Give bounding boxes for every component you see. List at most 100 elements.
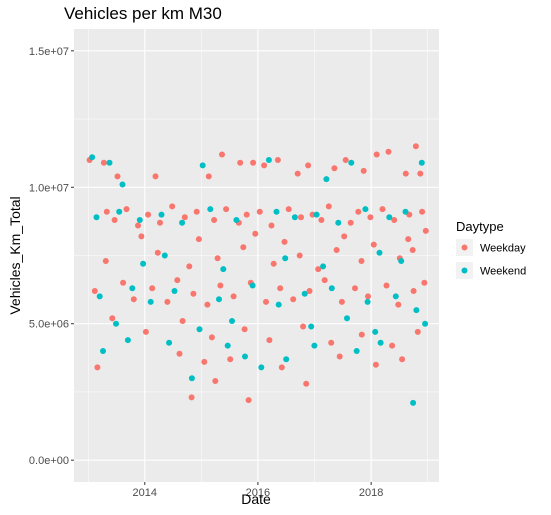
data-point xyxy=(164,298,171,305)
data-point xyxy=(296,252,303,259)
data-point xyxy=(229,318,235,324)
data-point xyxy=(124,337,131,344)
data-point xyxy=(421,279,428,286)
data-point xyxy=(249,282,256,289)
data-point xyxy=(362,206,369,213)
data-point xyxy=(392,293,399,300)
data-point xyxy=(367,214,374,221)
data-point xyxy=(358,331,365,338)
data-point xyxy=(372,328,379,335)
data-point xyxy=(268,222,275,229)
data-point xyxy=(389,342,396,349)
data-point xyxy=(220,266,227,273)
data-point xyxy=(291,214,298,221)
legend-title: Daytype xyxy=(456,219,504,234)
data-point xyxy=(306,288,313,294)
data-point xyxy=(379,206,386,213)
data-point xyxy=(418,159,425,166)
data-point xyxy=(120,279,127,286)
data-point xyxy=(370,241,377,248)
data-point xyxy=(352,285,358,292)
data-point xyxy=(243,211,250,218)
legend: Daytype Weekday Weekend xyxy=(456,219,526,279)
data-point xyxy=(318,217,325,223)
data-point xyxy=(157,219,163,226)
data-point xyxy=(376,249,383,256)
data-point xyxy=(283,356,290,363)
x-axis: 2014 2016 2018 xyxy=(133,482,383,499)
data-point xyxy=(335,219,342,226)
y-tick-label: 1.0e+07 xyxy=(29,182,69,194)
data-point xyxy=(147,298,154,305)
data-point xyxy=(353,348,360,354)
data-point xyxy=(199,162,206,169)
data-point xyxy=(154,249,161,256)
y-tick-label: 1.5e+07 xyxy=(29,46,69,58)
data-point xyxy=(417,170,424,177)
data-point xyxy=(114,173,121,180)
data-point xyxy=(412,143,419,150)
data-point xyxy=(325,203,332,210)
data-point xyxy=(360,167,367,174)
data-point xyxy=(201,358,208,365)
data-point xyxy=(373,151,380,158)
data-point xyxy=(145,211,152,218)
data-point xyxy=(217,282,224,289)
data-point xyxy=(305,162,312,169)
x-tick-label: 2018 xyxy=(359,487,383,499)
data-point xyxy=(265,157,272,163)
legend-key-dot xyxy=(461,267,468,274)
data-point xyxy=(258,364,265,371)
data-point xyxy=(223,206,230,213)
chart-title: Vehicles per km M30 xyxy=(64,4,222,23)
data-point xyxy=(277,285,284,292)
data-point xyxy=(344,315,350,322)
data-point xyxy=(282,255,289,262)
data-point xyxy=(266,337,273,344)
data-point xyxy=(402,170,409,177)
data-point xyxy=(190,290,197,297)
data-point xyxy=(89,154,96,161)
data-point xyxy=(323,176,330,183)
legend-key-dot xyxy=(461,244,468,251)
data-point xyxy=(338,298,345,305)
data-point xyxy=(138,233,145,240)
data-point xyxy=(358,258,365,264)
data-points xyxy=(86,143,429,406)
data-point xyxy=(227,356,234,363)
data-point xyxy=(237,159,244,166)
data-point xyxy=(341,233,348,240)
data-point xyxy=(321,277,328,284)
data-point xyxy=(181,214,188,221)
data-point xyxy=(176,350,183,357)
x-axis-title: Date xyxy=(241,491,271,507)
data-point xyxy=(285,206,292,213)
data-point xyxy=(405,236,412,243)
data-point xyxy=(300,323,307,330)
data-point xyxy=(166,339,173,346)
legend-label: Weekend xyxy=(480,266,526,278)
data-point xyxy=(91,288,98,294)
data-point xyxy=(169,203,176,210)
data-point xyxy=(130,296,137,303)
data-point xyxy=(328,285,335,292)
data-point xyxy=(383,282,390,289)
data-point xyxy=(233,217,240,223)
data-point xyxy=(193,208,200,215)
data-point xyxy=(399,356,406,363)
data-point xyxy=(303,380,310,387)
data-point xyxy=(96,293,103,300)
data-point xyxy=(294,170,301,177)
x-tick-label: 2014 xyxy=(133,487,157,499)
data-point xyxy=(422,320,429,327)
data-point xyxy=(252,230,259,237)
data-point xyxy=(216,296,222,303)
grid-lines xyxy=(74,29,439,482)
data-point xyxy=(196,326,203,333)
data-point xyxy=(208,334,215,341)
y-tick-label: 0.0e+00 xyxy=(29,455,69,467)
series-weekend xyxy=(89,154,429,406)
data-point xyxy=(333,247,340,253)
y-axis: 0.0e+00 5.0e+06 1.0e+07 1.5e+07 xyxy=(29,46,74,467)
data-point xyxy=(410,399,417,406)
